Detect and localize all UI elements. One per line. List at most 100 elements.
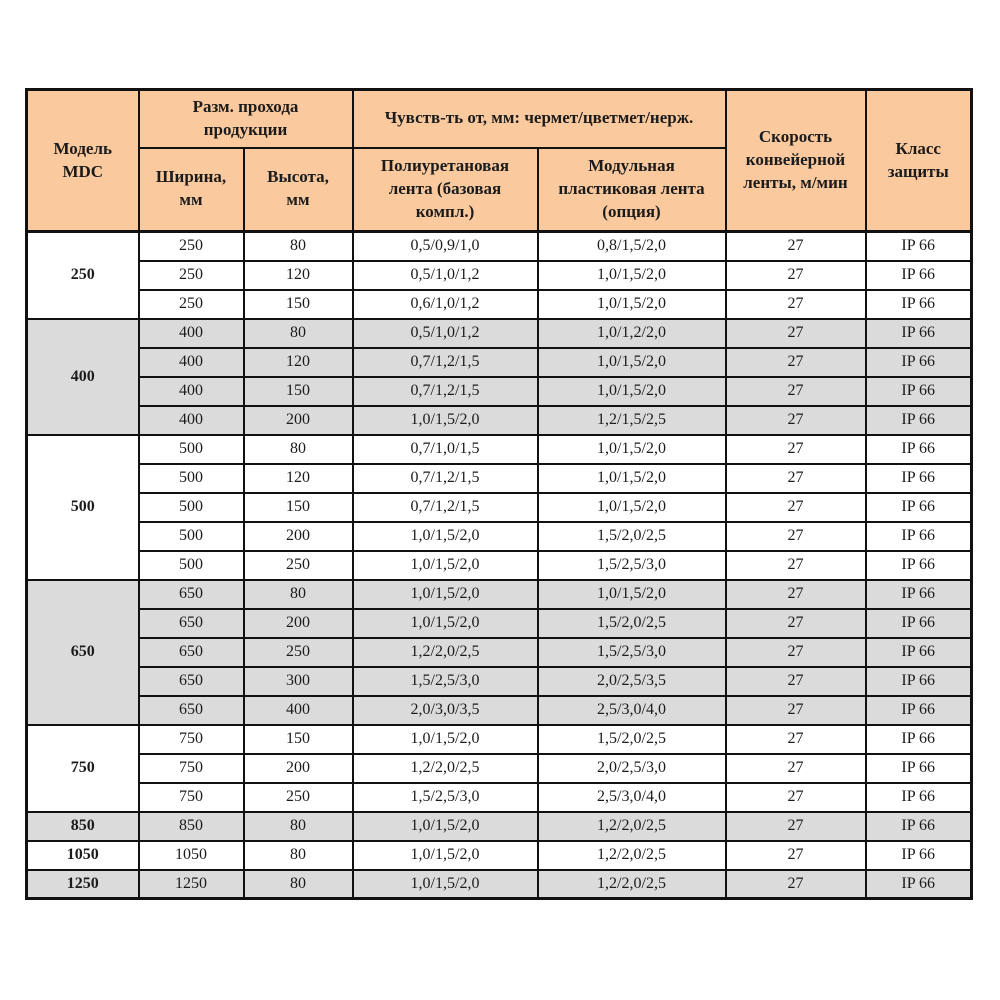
protection-cell: IP 66 [864,462,973,494]
table-row: 650 200 1,0/1,5/2,0 1,5/2,0/2,5 27 IP 66 [27,607,973,639]
height-cell: 200 [242,520,354,552]
poly-sensitivity-cell: 0,6/1,0/1,2 [351,288,539,320]
modular-sensitivity-cell: 1,0/1,5/2,0 [536,346,727,378]
modular-sensitivity-cell: 1,5/2,0/2,5 [536,723,727,755]
protection-cell: IP 66 [864,781,973,813]
mdc-spec-table: Модель MDC Разм. прохода продукции Чувст… [25,88,973,900]
model-cell: 850 [25,810,140,842]
modular-sensitivity-cell: 1,0/1,5/2,0 [536,578,727,610]
width-cell: 650 [137,578,245,610]
width-cell: 1050 [137,839,245,871]
speed-cell: 27 [724,230,867,262]
table-row: 250 120 0,5/1,0/1,2 1,0/1,5/2,0 27 IP 66 [27,259,973,291]
modular-sensitivity-cell: 1,0/1,5/2,0 [536,375,727,407]
height-cell: 200 [242,607,354,639]
poly-sensitivity-cell: 0,7/1,0/1,5 [351,433,539,465]
speed-cell: 27 [724,723,867,755]
poly-sensitivity-cell: 1,2/2,0/2,5 [351,636,539,668]
speed-cell: 27 [724,578,867,610]
table-row: 650 400 2,0/3,0/3,5 2,5/3,0/4,0 27 IP 66 [27,694,973,726]
table-row: 750 200 1,2/2,0/2,5 2,0/2,5/3,0 27 IP 66 [27,752,973,784]
header-row-2: Ширина, мм Высота, мм Полиуретановая лен… [27,146,972,233]
speed-cell: 27 [724,520,867,552]
height-cell: 150 [242,723,354,755]
speed-cell: 27 [724,636,867,668]
poly-sensitivity-cell: 1,0/1,5/2,0 [351,723,539,755]
speed-cell: 27 [724,288,867,320]
model-cell: 250 [25,230,140,320]
height-cell: 120 [242,462,354,494]
height-cell: 200 [242,752,354,784]
poly-sensitivity-cell: 2,0/3,0/3,5 [351,694,539,726]
header-pass-size: Разм. прохода продукции [137,88,354,149]
height-cell: 150 [242,288,354,320]
speed-cell: 27 [724,491,867,523]
poly-sensitivity-cell: 0,7/1,2/1,5 [351,375,539,407]
width-cell: 750 [137,723,245,755]
modular-sensitivity-cell: 1,0/1,5/2,0 [536,433,727,465]
width-cell: 500 [137,462,245,494]
height-cell: 200 [242,404,354,436]
table-row: 1250 1250 80 1,0/1,5/2,0 1,2/2,0/2,5 27 IP 66 [25,868,973,900]
speed-cell: 27 [724,346,867,378]
modular-sensitivity-cell: 2,5/3,0/4,0 [536,694,727,726]
table-header: Модель MDC Разм. прохода продукции Чувст… [25,88,973,233]
poly-sensitivity-cell: 1,0/1,5/2,0 [351,839,539,871]
poly-sensitivity-cell: 1,0/1,5/2,0 [351,607,539,639]
protection-cell: IP 66 [864,636,973,668]
speed-cell: 27 [724,607,867,639]
protection-cell: IP 66 [864,607,973,639]
protection-cell: IP 66 [864,317,973,349]
table-row: 500 150 0,7/1,2/1,5 1,0/1,5/2,0 27 IP 66 [27,491,973,523]
modular-sensitivity-cell: 1,2/2,0/2,5 [536,839,727,871]
width-cell: 650 [137,607,245,639]
table-body: 250 250 80 0,5/0,9/1,0 0,8/1,5/2,0 27 IP 66 250… [25,230,973,900]
protection-cell: IP 66 [864,346,973,378]
width-cell: 400 [137,404,245,436]
width-cell: 650 [137,636,245,668]
speed-cell: 27 [724,462,867,494]
header-protection-class: Класс защиты [864,88,973,233]
header-modular-belt: Модульная пластиковая лента (опция) [536,146,727,233]
poly-sensitivity-cell: 1,0/1,5/2,0 [351,868,539,900]
table-row: 400 400 80 0,5/1,0/1,2 1,0/1,2/2,0 27 IP 66 [25,317,973,436]
poly-sensitivity-cell: 1,0/1,5/2,0 [351,810,539,842]
speed-cell: 27 [724,839,867,871]
width-cell: 250 [137,288,245,320]
modular-sensitivity-cell: 1,0/1,2/2,0 [536,317,727,349]
width-cell: 250 [137,230,245,262]
poly-sensitivity-cell: 1,0/1,5/2,0 [351,578,539,610]
width-cell: 400 [137,317,245,349]
width-cell: 750 [137,781,245,813]
height-cell: 80 [242,839,354,871]
width-cell: 1250 [137,868,245,900]
speed-cell: 27 [724,810,867,842]
poly-sensitivity-cell: 0,5/1,0/1,2 [351,317,539,349]
width-cell: 650 [137,665,245,697]
table-row: 500 500 80 0,7/1,0/1,5 1,0/1,5/2,0 27 IP 66 [25,433,973,581]
speed-cell: 27 [724,752,867,784]
speed-cell: 27 [724,665,867,697]
protection-cell: IP 66 [864,491,973,523]
modular-sensitivity-cell: 2,5/3,0/4,0 [536,781,727,813]
protection-cell: IP 66 [864,375,973,407]
poly-sensitivity-cell: 0,7/1,2/1,5 [351,462,539,494]
speed-cell: 27 [724,549,867,581]
height-cell: 80 [242,868,354,900]
speed-cell: 27 [724,433,867,465]
height-cell: 80 [242,578,354,610]
table-row: 650 300 1,5/2,5/3,0 2,0/2,5/3,5 27 IP 66 [27,665,973,697]
poly-sensitivity-cell: 1,0/1,5/2,0 [351,520,539,552]
protection-cell: IP 66 [864,230,973,262]
speed-cell: 27 [724,404,867,436]
poly-sensitivity-cell: 0,7/1,2/1,5 [351,346,539,378]
modular-sensitivity-cell: 1,2/2,0/2,5 [536,810,727,842]
header-row-1: Модель MDC Разм. прохода продукции Чувст… [25,88,973,233]
modular-sensitivity-cell: 1,0/1,5/2,0 [536,259,727,291]
header-height: Высота, мм [242,146,354,233]
spec-table-container: Модель MDC Разм. прохода продукции Чувст… [25,88,973,900]
width-cell: 500 [137,491,245,523]
poly-sensitivity-cell: 0,5/0,9/1,0 [351,230,539,262]
modular-sensitivity-cell: 1,0/1,5/2,0 [536,491,727,523]
protection-cell: IP 66 [864,404,973,436]
